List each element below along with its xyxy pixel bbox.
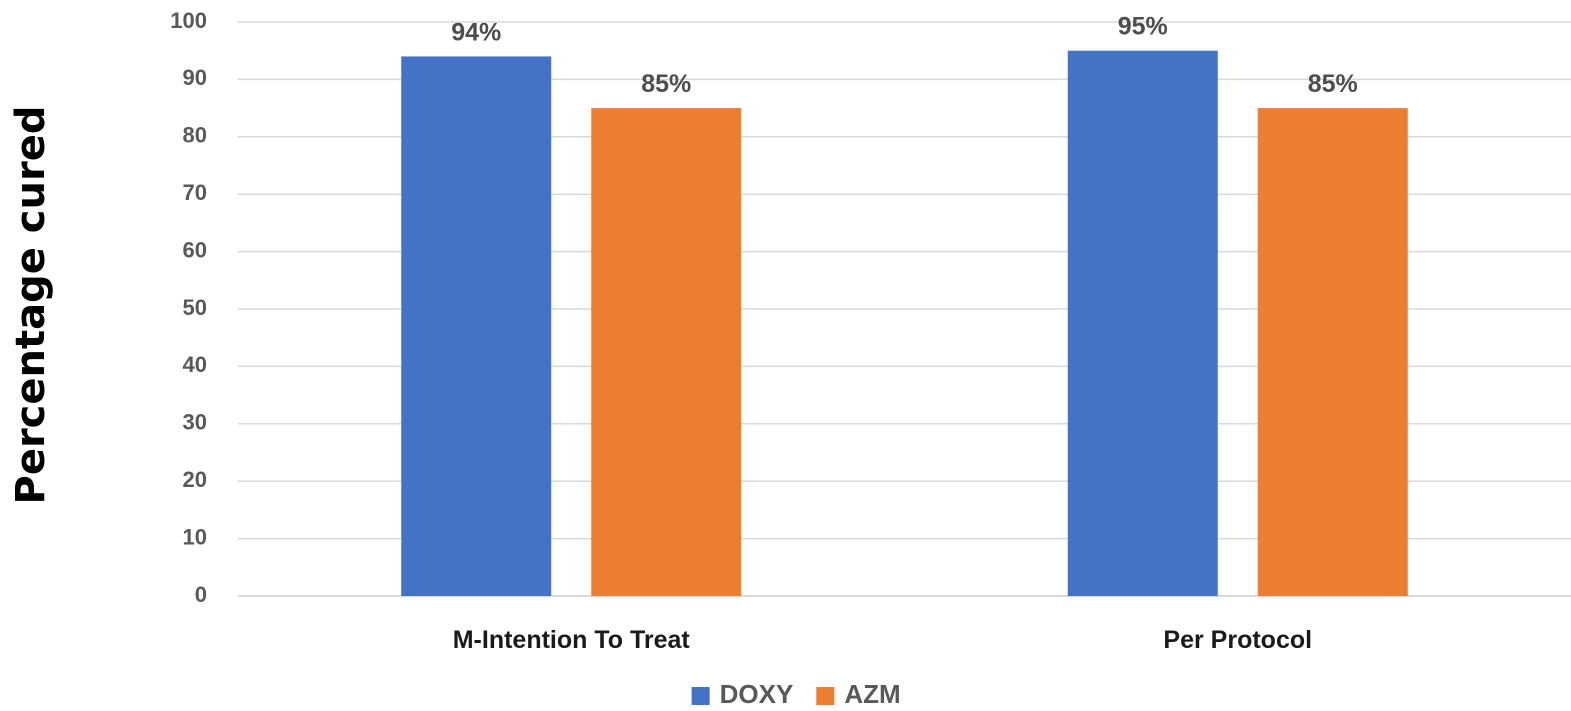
y-axis-label: Percentage cured [8,106,54,505]
legend-swatch-azm [816,687,835,705]
y-tick-label: 70 [183,180,207,205]
legend-label-azm: AZM [844,679,900,709]
x-axis-categories: M-Intention To Treat Per Protocol [453,626,1312,654]
data-label: 85% [1308,70,1358,98]
bar-azm-2 [1257,108,1408,596]
bar-doxy-2 [1067,50,1218,596]
y-tick-label: 40 [183,352,207,377]
bars [401,50,1408,596]
y-tick-label: 100 [170,8,207,33]
x-category-label: Per Protocol [1163,626,1312,654]
bar-azm-1 [591,108,742,596]
y-tick-label: 90 [183,65,207,90]
y-tick-label: 60 [183,237,207,262]
y-tick-label: 20 [183,467,207,492]
y-tick-label: 0 [195,582,207,607]
y-tick-label: 10 [183,524,207,549]
y-tick-label: 80 [183,123,207,148]
data-labels: 94% 85% 95% 85% [451,13,1358,98]
legend-label-doxy: DOXY [720,679,794,709]
y-axis-ticks: 0 10 20 30 40 50 60 70 80 90 100 [170,8,207,607]
y-tick-label: 50 [183,295,207,320]
bar-doxy-1 [401,56,552,596]
y-tick-label: 30 [183,410,207,435]
data-label: 94% [451,18,501,46]
data-label: 85% [641,70,691,98]
data-label: 95% [1118,13,1168,41]
legend-swatch-doxy [691,687,710,705]
x-category-label: M-Intention To Treat [453,626,691,654]
legend: DOXY AZM [691,679,901,709]
